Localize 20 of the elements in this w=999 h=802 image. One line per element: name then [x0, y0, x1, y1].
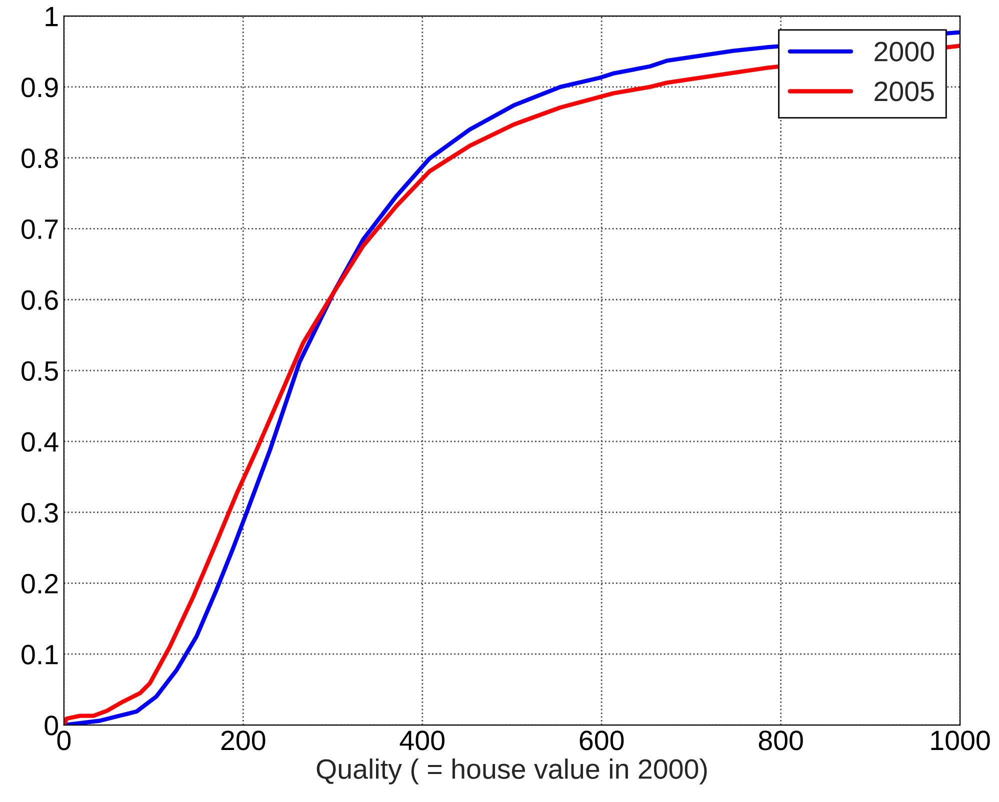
legend-label: 2005	[874, 82, 934, 102]
y-tick-label: 0	[44, 716, 58, 736]
x-tick-label: 0	[57, 730, 71, 750]
x-tick-label: 400	[400, 730, 444, 750]
y-tick-label: 0.8	[22, 148, 58, 168]
x-tick-label: 800	[758, 730, 803, 750]
legend-label: 2000	[874, 42, 934, 62]
y-tick-label: 0.7	[22, 219, 58, 240]
x-tick-label: 600	[580, 730, 624, 750]
y-tick-label: 0.9	[22, 78, 58, 98]
y-tick-label: 0.2	[22, 574, 58, 594]
y-tick-label: 0.5	[22, 361, 58, 381]
y-tick-label: 0.4	[22, 432, 58, 452]
y-tick-label: 0.3	[22, 502, 58, 523]
x-axis-title: Quality ( = house value in 2000)	[316, 758, 707, 784]
y-tick-label: 0.6	[22, 290, 58, 310]
y-tick-label: 1	[46, 6, 58, 26]
y-tick-label: 0.1	[22, 644, 58, 664]
x-tick-label: 200	[221, 730, 266, 750]
x-tick-label: 1000	[931, 730, 990, 750]
